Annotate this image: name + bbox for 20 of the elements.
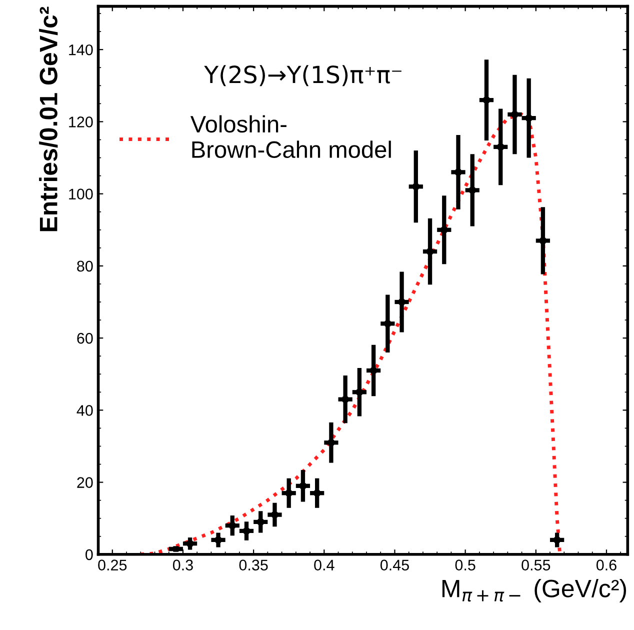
y-tick-label: 60 (77, 332, 93, 344)
y-tick-label: 40 (76, 405, 93, 416)
x-tick-label: 0.3 (172, 560, 193, 570)
y-tick-label: 140 (69, 44, 93, 56)
x-tick-label: 0.25 (98, 560, 127, 570)
annotation: Υ(2S)→Υ(1S)π⁺π⁻ (204, 65, 402, 86)
x-tick-label: 0.5 (455, 560, 476, 570)
y-tick-label: 100 (69, 188, 93, 200)
x-tick-label: 0.35 (239, 560, 268, 570)
x-tick-label: 0.55 (522, 560, 550, 570)
y-tick-label: 20 (77, 477, 93, 488)
legend-label: Voloshin- Brown-Cahn model (190, 115, 391, 158)
x-tick-label: 0.45 (380, 560, 409, 570)
y-axis-title: Entries/0.01 GeV/c² (39, 6, 58, 232)
x-tick-label: 0.6 (596, 560, 616, 570)
y-tick-label: 120 (69, 116, 93, 128)
x-axis-title: M$_{π+π−}$ (GeV/c²) (442, 579, 626, 602)
y-tick-label: 0 (86, 549, 93, 560)
y-tick-label: 80 (77, 260, 93, 272)
x-tick-label: 0.4 (314, 560, 334, 570)
